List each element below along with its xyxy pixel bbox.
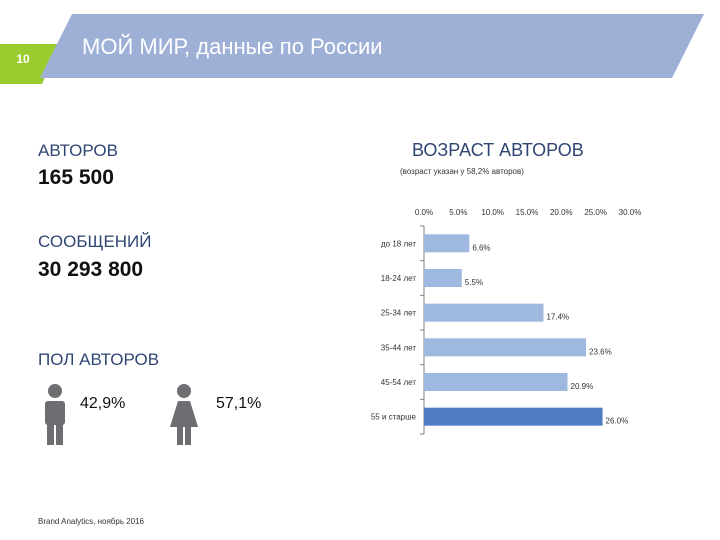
x-tick-label: 0.0% [415, 208, 433, 217]
header-band [0, 14, 704, 84]
category-label: 18-24 лет [381, 274, 417, 283]
bar-value-label: 23.6% [589, 347, 612, 356]
authors-value: 165 500 [38, 166, 114, 189]
male-person-icon [45, 384, 65, 445]
category-label: до 18 лет [381, 239, 416, 248]
bar [424, 268, 462, 288]
category-label: 25-34 лет [381, 309, 417, 318]
x-tick-label: 5.0% [449, 208, 467, 217]
bar-value-label: 5.5% [465, 278, 483, 287]
bar [424, 234, 470, 253]
x-tick-label: 25.0% [584, 208, 607, 217]
x-tick-label: 30.0% [619, 208, 642, 217]
male-percentage: 42,9% [80, 395, 126, 412]
x-tick-label: 20.0% [550, 208, 573, 217]
x-tick-label: 10.0% [481, 208, 504, 217]
bar-value-label: 26.0% [606, 417, 629, 426]
bar-value-label: 6.6% [472, 243, 490, 252]
page-number: 10 [16, 52, 30, 66]
messages-value: 30 293 800 [38, 258, 144, 281]
slide-title: МОЙ МИР, данные по России [82, 34, 383, 59]
authors-label: АВТОРОВ [38, 141, 118, 160]
category-label: 55 и старше [371, 413, 417, 422]
bar [424, 303, 544, 322]
bar-value-label: 17.4% [546, 313, 569, 322]
chart-title: ВОЗРАСТ АВТОРОВ [412, 140, 584, 160]
bar [424, 338, 587, 357]
gender-label: ПОЛ АВТОРОВ [38, 350, 160, 369]
category-label: 45-54 лет [381, 378, 417, 387]
bar [424, 372, 568, 392]
footer-source: Brand Analytics, ноябрь 2016 [38, 517, 145, 526]
category-label: 35-44 лет [381, 343, 417, 352]
bar [424, 407, 603, 426]
chart-subtitle: (возраст указан у 58,2% авторов) [400, 167, 524, 176]
header-blue-banner [40, 14, 704, 78]
messages-label: СООБЩЕНИЙ [38, 232, 152, 251]
bar-value-label: 20.9% [571, 382, 594, 391]
female-person-icon [170, 384, 198, 445]
female-percentage: 57,1% [216, 395, 262, 412]
x-tick-label: 15.0% [516, 208, 539, 217]
